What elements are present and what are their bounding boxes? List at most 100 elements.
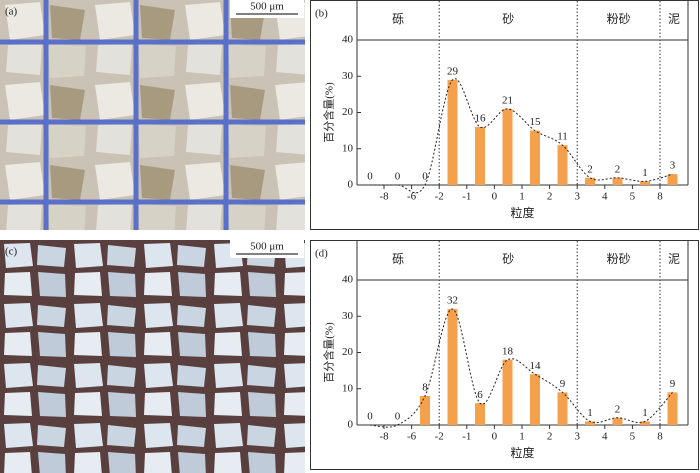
x-axis-label: 粒度: [510, 205, 534, 220]
x-tick-label: 2: [547, 431, 553, 443]
x-tick-label: -1: [462, 191, 471, 203]
value-label: 1: [587, 407, 593, 419]
y-axis-label: 百分含量(%): [322, 82, 336, 143]
micrograph: [0, 0, 305, 230]
scale-text: 500 μm: [250, 241, 284, 253]
panel-label: (c): [5, 246, 18, 258]
x-tick-label: 8: [657, 431, 663, 443]
value-label: 21: [502, 94, 513, 106]
y-tick-label: 10: [342, 142, 354, 154]
value-label: 0: [422, 171, 428, 183]
value-label: 14: [530, 360, 542, 372]
x-tick-label: -6: [407, 431, 417, 443]
micrograph: [0, 240, 305, 473]
photo-a: (a) 500 μm: [0, 0, 305, 230]
bar: [612, 417, 623, 425]
section-label: 砂: [502, 12, 514, 26]
x-tick-label: 3: [574, 191, 580, 203]
scale-text: 500 μm: [250, 1, 284, 13]
x-tick-label: 5: [630, 191, 636, 203]
section-label: 泥: [668, 252, 680, 266]
value-label: 0: [395, 411, 401, 423]
x-tick-label: -2: [435, 191, 444, 203]
y-tick-label: 0: [348, 179, 354, 191]
value-label: 0: [367, 411, 373, 423]
bar: [530, 130, 540, 185]
bar: [447, 79, 458, 185]
value-label: 2: [615, 403, 621, 415]
x-tick-label: 0: [492, 431, 498, 443]
bar: [420, 396, 430, 425]
y-tick-label: 20: [342, 106, 354, 118]
value-label: 0: [367, 171, 373, 183]
bar: [557, 392, 568, 425]
value-label: 2: [615, 163, 621, 175]
y-tick-label: 20: [342, 346, 354, 358]
x-tick-label: -8: [379, 191, 389, 203]
x-tick-label: 5: [630, 431, 636, 443]
x-tick-label: 2: [547, 191, 553, 203]
y-tick-label: 30: [342, 70, 354, 82]
y-tick-label: 0: [348, 419, 354, 431]
value-label: 16: [475, 113, 487, 125]
y-tick-label: 40: [342, 34, 354, 46]
value-label: 8: [422, 382, 428, 394]
section-label: 泥: [668, 12, 680, 26]
x-tick-label: -6: [407, 191, 417, 203]
bar: [585, 177, 595, 185]
value-label: 9: [560, 378, 566, 390]
x-tick-label: -8: [379, 431, 389, 443]
bar: [475, 127, 485, 185]
x-tick-label: -1: [462, 431, 471, 443]
panel-label: (a): [5, 6, 18, 18]
value-label: 32: [447, 295, 458, 307]
section-label: 砾: [392, 252, 404, 266]
bar: [640, 181, 650, 185]
bar: [612, 177, 623, 185]
section-label: 粉砂: [607, 252, 631, 266]
section-label: 砾: [392, 12, 404, 26]
bar: [530, 374, 540, 425]
value-label: 6: [477, 389, 483, 401]
value-label: 3: [670, 160, 676, 172]
photo-c: (c) 500 μm: [0, 240, 305, 473]
value-label: 9: [670, 378, 676, 390]
section-label: 砂: [502, 252, 514, 266]
bar: [667, 392, 678, 425]
x-tick-label: 0: [492, 191, 498, 203]
y-tick-label: 40: [342, 274, 354, 286]
trend-curve: [369, 78, 673, 194]
value-label: 0: [395, 171, 401, 183]
panel-frame: [310, 240, 699, 470]
bar: [557, 145, 568, 185]
bar: [502, 359, 513, 425]
value-label: 1: [642, 407, 648, 419]
x-tick-label: 4: [602, 191, 608, 203]
trend-curve: [369, 308, 673, 428]
x-tick-label: 8: [657, 191, 663, 203]
y-tick-label: 30: [342, 310, 354, 322]
x-tick-label: 3: [574, 431, 580, 443]
value-label: 11: [557, 131, 568, 143]
x-tick-label: 1: [519, 191, 525, 203]
value-label: 1: [642, 167, 648, 179]
x-tick-label: 1: [519, 431, 525, 443]
bar: [585, 421, 595, 425]
x-axis-label: 粒度: [510, 445, 534, 460]
section-label: 粉砂: [607, 12, 631, 26]
x-tick-label: 4: [602, 431, 608, 443]
bar: [447, 309, 458, 425]
bar: [667, 174, 678, 185]
value-label: 2: [587, 163, 593, 175]
panel-label: (b): [315, 8, 328, 20]
x-tick-label: -2: [435, 431, 444, 443]
bar: [502, 108, 513, 185]
panel-frame: [310, 0, 699, 230]
y-axis-label: 百分含量(%): [322, 322, 336, 383]
panel-label: (d): [315, 248, 328, 260]
bar: [640, 421, 650, 425]
bar: [475, 403, 485, 425]
value-label: 29: [447, 65, 459, 77]
